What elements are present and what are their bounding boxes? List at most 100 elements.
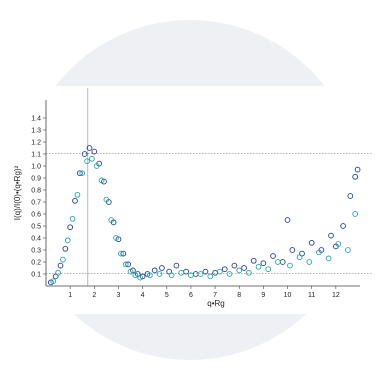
- x-tick-label: 8: [237, 292, 241, 299]
- data-point: [316, 249, 322, 256]
- data-point: [296, 254, 303, 261]
- data-point: [79, 170, 86, 177]
- data-point: [57, 262, 64, 269]
- plot-band: [0, 86, 380, 314]
- data-point: [347, 193, 354, 199]
- data-point: [255, 263, 262, 270]
- x-tick-label: 11: [308, 292, 315, 299]
- data-point: [265, 266, 272, 273]
- data-point: [236, 267, 243, 274]
- data-point: [260, 260, 267, 267]
- x-tick-label: 2: [92, 292, 96, 299]
- data-point: [328, 232, 334, 239]
- y-tick-label: 0.7: [31, 200, 41, 207]
- x-axis-ticks: 1 2 3 4 5 6 7 8 9 10 11 12: [68, 286, 340, 299]
- data-point: [91, 148, 98, 155]
- data-point: [113, 235, 119, 241]
- data-point: [159, 265, 165, 271]
- data-point: [84, 158, 90, 165]
- x-tick-label: 7: [213, 292, 217, 299]
- data-point: [246, 269, 252, 276]
- data-point: [98, 177, 105, 184]
- data-point: [67, 224, 74, 231]
- data-point: [55, 269, 61, 276]
- x-tick-label: 10: [284, 292, 292, 299]
- data-point: [284, 217, 291, 223]
- data-point: [306, 259, 313, 265]
- y-tick-label: 0.6: [31, 212, 41, 219]
- data-point: [127, 268, 134, 275]
- data-points: [47, 145, 361, 286]
- data-point: [188, 272, 194, 279]
- data-point: [118, 250, 124, 257]
- data-point: [137, 274, 144, 281]
- data-point: [340, 223, 346, 229]
- data-point: [64, 237, 71, 244]
- data-point: [125, 261, 131, 268]
- y-tick-label: 0.3: [31, 248, 41, 255]
- x-axis-title: q•Rg: [207, 299, 224, 308]
- data-point: [120, 250, 127, 257]
- x-tick-label: 4: [141, 292, 145, 299]
- data-point: [352, 173, 359, 180]
- x-tick-label: 5: [165, 292, 169, 299]
- data-point: [132, 272, 139, 279]
- data-point: [69, 215, 76, 222]
- data-point: [89, 155, 95, 162]
- data-point: [103, 196, 110, 203]
- data-point: [270, 253, 276, 259]
- data-point: [86, 145, 93, 151]
- y-tick-label: 0.2: [31, 260, 41, 267]
- y-axis-title: I(q)/I(0)•(q•Rg)²: [13, 165, 22, 220]
- data-point: [335, 241, 342, 247]
- data-point: [50, 278, 57, 285]
- y-tick-label: 1.4: [31, 116, 41, 123]
- data-point: [250, 257, 257, 264]
- x-tick-label: 12: [332, 292, 340, 299]
- data-point: [231, 262, 238, 269]
- y-axis-ticks: 0.1 0.2 0.3 0.4 0.5 0.6 0.7 0.8 0.9 1.0 1.1 1.2 1.3 1…: [31, 116, 46, 279]
- data-point: [289, 247, 296, 253]
- data-point: [197, 271, 204, 277]
- y-tick-label: 0.8: [31, 188, 41, 195]
- data-point: [93, 163, 100, 169]
- x-tick-label: 6: [189, 292, 193, 299]
- y-tick-label: 1.1: [31, 152, 41, 159]
- data-point: [81, 151, 88, 157]
- data-point: [72, 197, 78, 204]
- x-tick-label: 1: [68, 292, 72, 299]
- data-point: [275, 259, 281, 265]
- data-point: [352, 211, 359, 217]
- y-tick-label: 0.5: [31, 224, 41, 231]
- data-point: [74, 191, 81, 198]
- reference-lines: [46, 88, 372, 286]
- y-tick-label: 1.3: [31, 128, 41, 135]
- data-point: [156, 271, 163, 277]
- data-point: [287, 262, 293, 269]
- x-tick-label: 3: [117, 292, 121, 299]
- data-point: [168, 272, 175, 279]
- data-point: [345, 247, 351, 253]
- data-point: [76, 170, 83, 177]
- data-point: [60, 256, 66, 263]
- data-point: [207, 273, 214, 280]
- data-point: [241, 265, 247, 271]
- data-point: [178, 269, 185, 276]
- data-point: [308, 239, 315, 246]
- y-tick-label: 0.9: [31, 176, 41, 183]
- data-point: [217, 268, 223, 275]
- data-point: [354, 166, 361, 173]
- data-point: [122, 261, 129, 268]
- data-point: [325, 255, 332, 262]
- data-point: [151, 267, 158, 274]
- y-tick-label: 1.2: [31, 140, 41, 147]
- data-point: [226, 271, 233, 277]
- y-tick-label: 1.0: [31, 164, 41, 171]
- data-point: [202, 268, 209, 275]
- data-point: [221, 266, 228, 273]
- data-point: [173, 262, 180, 269]
- data-point: [108, 217, 115, 223]
- data-point: [62, 245, 69, 252]
